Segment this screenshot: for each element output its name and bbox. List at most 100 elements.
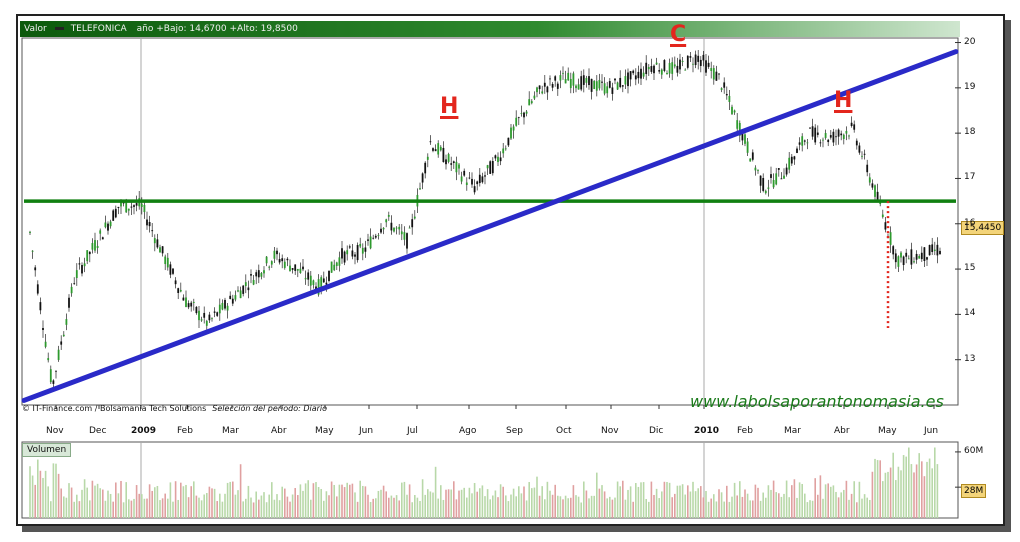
volume-bar <box>375 498 377 518</box>
candle <box>772 173 775 189</box>
annotation-h-right: H <box>834 88 853 113</box>
volume-bar <box>70 487 73 518</box>
volume-bar <box>107 490 109 518</box>
volume-bar <box>806 502 809 518</box>
candle <box>481 172 484 184</box>
volume-bar <box>138 493 140 518</box>
candle <box>650 58 653 74</box>
candle <box>939 247 941 255</box>
volume-bar <box>876 460 879 518</box>
x-tick-label: Jul <box>407 426 418 436</box>
candle <box>720 87 723 93</box>
candle <box>858 142 861 155</box>
volume-bar <box>879 460 881 518</box>
candle <box>281 254 284 269</box>
candle <box>471 172 473 188</box>
candle <box>351 243 354 260</box>
candle <box>647 64 650 76</box>
candle <box>460 171 463 185</box>
candle <box>816 125 819 138</box>
candle <box>302 259 304 272</box>
volume-bar <box>791 485 793 518</box>
candle <box>510 123 512 140</box>
candle <box>577 78 580 90</box>
candle <box>484 171 486 185</box>
volume-bar <box>232 481 234 518</box>
candle <box>406 232 408 254</box>
candle <box>130 202 133 215</box>
candle <box>174 277 177 289</box>
candle <box>585 75 588 88</box>
candle <box>247 280 250 299</box>
volume-bar <box>401 482 403 518</box>
candle <box>276 247 278 261</box>
candle <box>403 226 406 246</box>
volume-bar <box>130 500 133 518</box>
volume-bar <box>294 488 296 518</box>
volume-bar <box>635 483 637 518</box>
candle <box>338 251 341 272</box>
candle <box>75 263 78 286</box>
volume-bar <box>642 482 645 518</box>
candle <box>712 65 715 85</box>
volume-bar <box>372 498 374 518</box>
volume-bar <box>715 501 718 518</box>
candle <box>723 77 726 94</box>
candle <box>109 219 112 229</box>
volume-bar <box>554 484 556 518</box>
candle <box>840 130 843 141</box>
candle <box>491 157 494 176</box>
volume-bar <box>180 482 182 518</box>
volume-bar <box>538 495 541 518</box>
x-tick-label: May <box>315 426 334 436</box>
volume-bar <box>567 498 569 518</box>
volume-bar <box>304 483 307 518</box>
candle <box>372 234 375 240</box>
candle <box>536 86 538 98</box>
candle <box>439 145 442 152</box>
volume-bar <box>905 456 907 518</box>
candle <box>437 140 440 158</box>
volume-bar <box>775 492 777 518</box>
volume-bar <box>505 495 507 518</box>
volume-bar <box>866 497 868 518</box>
candle <box>686 55 689 70</box>
volume-bar <box>195 495 198 518</box>
candle <box>611 82 614 101</box>
volume-bar <box>525 500 528 518</box>
volume-bar <box>328 495 330 518</box>
candle <box>554 75 557 87</box>
candle <box>556 81 559 96</box>
x-tick-label: May <box>878 426 897 436</box>
volume-bar <box>767 485 770 518</box>
volume-bar <box>603 491 606 518</box>
volume-bar <box>804 493 806 518</box>
x-tick-label: Feb <box>737 426 753 436</box>
candle <box>658 63 661 74</box>
volume-bar <box>440 485 442 518</box>
volume-bar <box>242 501 244 518</box>
volume-bar <box>718 489 720 518</box>
candle <box>619 70 622 89</box>
volume-bar <box>200 500 203 518</box>
candle <box>933 241 936 256</box>
candle <box>395 226 398 235</box>
candle <box>304 270 307 285</box>
volume-bar <box>323 500 325 518</box>
volume-bar <box>926 461 928 518</box>
candle <box>777 168 780 177</box>
volume-bar <box>47 486 49 518</box>
volume-bar <box>211 488 213 518</box>
candle <box>450 156 453 172</box>
volume-bar <box>499 484 502 518</box>
candle <box>255 269 258 285</box>
watermark-url[interactable]: www.labolsaporantonomasia.es <box>690 392 944 411</box>
volume-bar <box>432 492 434 518</box>
candle <box>218 298 221 321</box>
candle <box>187 300 190 310</box>
volume-bar <box>78 501 81 518</box>
volume-bar <box>752 500 754 518</box>
candle <box>161 245 164 257</box>
candle <box>829 130 832 140</box>
volume-bar <box>286 496 289 518</box>
